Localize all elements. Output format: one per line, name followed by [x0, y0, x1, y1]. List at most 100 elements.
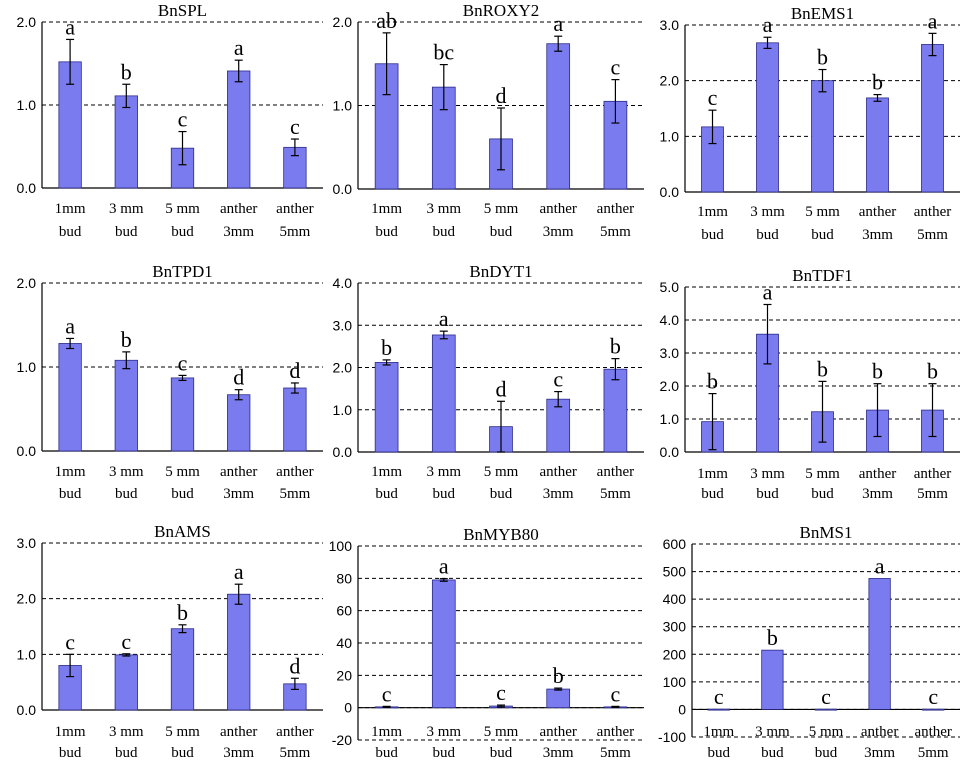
significance-letter: c	[928, 684, 938, 709]
category-label: anther	[859, 204, 896, 220]
category-label: 1mm	[371, 724, 402, 740]
category-label: 5 mm	[484, 724, 519, 740]
significance-letter: a	[553, 11, 563, 36]
significance-letter: b	[553, 663, 564, 688]
panel-BnTDF1: 0.0 1.0 2.0 3.0 4.0 5.0 BnTDF1 b 1mm bud a 3 mm bud b…	[660, 266, 960, 502]
significance-letter: d	[233, 365, 244, 390]
bar	[114, 654, 138, 711]
y-tick-label: 0.0	[333, 444, 353, 460]
significance-letter: b	[817, 45, 828, 70]
significance-letter: c	[290, 114, 300, 139]
significance-letter: c	[714, 684, 724, 709]
category-label: 5 mm	[805, 204, 840, 220]
category-label: bud	[490, 224, 513, 240]
significance-letter: a	[234, 559, 244, 584]
significance-letter: d	[496, 376, 507, 401]
bar	[603, 368, 628, 453]
y-tick-label: 3.0	[333, 317, 353, 333]
y-tick-label: 3.0	[17, 535, 37, 551]
y-tick-label: 1.0	[17, 646, 37, 662]
y-tick-label: 300	[663, 619, 687, 635]
y-tick-label: 2.0	[660, 73, 680, 89]
category-label: 3 mm	[750, 204, 785, 220]
category-label: anther	[597, 201, 634, 217]
chart-title: BnTPD1	[152, 262, 212, 281]
significance-letter: d	[289, 358, 300, 383]
category-label: 5 mm	[484, 464, 519, 480]
category-label: 5mm	[279, 745, 310, 761]
y-tick-label: 60	[336, 603, 352, 619]
category-label: 5 mm	[165, 724, 200, 740]
category-label: bud	[490, 486, 513, 502]
bar	[227, 70, 251, 189]
significance-letter: c	[382, 681, 392, 706]
category-label: 3mm	[864, 745, 895, 761]
significance-letter: c	[178, 350, 188, 375]
significance-letter: a	[439, 554, 449, 579]
category-label: bud	[761, 745, 784, 761]
significance-letter: b	[872, 359, 883, 384]
significance-letter: c	[496, 680, 506, 705]
significance-letter: c	[708, 85, 718, 110]
bar	[170, 628, 195, 711]
category-label: 5mm	[600, 745, 631, 761]
y-tick-label: 1.0	[660, 128, 680, 144]
significance-letter: b	[707, 369, 718, 394]
significance-letter: a	[439, 306, 449, 331]
category-label: bud	[815, 745, 838, 761]
bar	[868, 578, 891, 710]
significance-letter: b	[121, 59, 132, 84]
category-label: bud	[171, 486, 194, 502]
y-tick-label: 2.0	[17, 14, 37, 30]
panel-BnMYB80: -20 0 20 40 60 80 100 BnMYB80 c 1mm bud a 3 mm bud c 5 …	[329, 525, 644, 761]
bar	[431, 579, 456, 709]
y-tick-label: 2.0	[333, 14, 353, 30]
y-tick-label: 100	[329, 538, 353, 554]
category-label: anther	[220, 201, 257, 217]
category-label: 3 mm	[750, 466, 785, 482]
y-tick-label: 500	[663, 564, 687, 580]
bar	[707, 708, 730, 711]
significance-letter: c	[821, 684, 831, 709]
category-label: 3 mm	[427, 464, 462, 480]
category-label: bud	[115, 745, 138, 761]
category-label: anther	[220, 724, 257, 740]
category-label: 5mm	[600, 224, 631, 240]
bar	[431, 334, 456, 453]
y-tick-label: 0.0	[17, 443, 37, 459]
category-label: anther	[220, 464, 257, 480]
y-tick-label: 4.0	[333, 275, 353, 291]
panel-BnROXY2: 0.0 1.0 2.0 BnROXY2 ab 1mm bud bc 3 mm bud d 5 mm bu…	[333, 1, 644, 240]
y-tick-label: 0.0	[17, 180, 37, 196]
category-label: 5 mm	[165, 201, 200, 217]
y-tick-label: 0.0	[660, 444, 680, 460]
y-tick-label: 0	[344, 700, 352, 716]
chart-title: BnMYB80	[463, 525, 539, 544]
significance-letter: d	[289, 653, 300, 678]
bar	[811, 80, 834, 193]
category-label: anther	[276, 464, 313, 480]
category-label: bud	[59, 224, 82, 240]
category-label: anther	[597, 464, 634, 480]
chart-title: BnTDF1	[792, 266, 852, 285]
category-label: bud	[811, 486, 834, 502]
bar	[546, 43, 571, 190]
category-label: 3mm	[543, 486, 574, 502]
category-label: 3 mm	[109, 201, 144, 217]
category-label: 5 mm	[484, 201, 519, 217]
bar	[761, 649, 784, 710]
category-label: bud	[59, 745, 82, 761]
category-label: 3mm	[223, 486, 254, 502]
significance-letter: b	[381, 335, 392, 360]
significance-letter: b	[872, 70, 883, 95]
bar	[756, 42, 779, 193]
category-label: bud	[433, 224, 456, 240]
bar	[546, 688, 571, 709]
category-label: 3mm	[223, 745, 254, 761]
category-label: bud	[756, 486, 779, 502]
panel-BnAMS: 0.0 1.0 2.0 3.0 BnAMS c 1mm bud c 3 mm bud b 5 mm bud…	[17, 522, 323, 761]
category-label: 3 mm	[427, 724, 462, 740]
y-tick-label: 20	[336, 667, 352, 683]
significance-letter: c	[65, 629, 75, 654]
category-label: bud	[171, 745, 194, 761]
